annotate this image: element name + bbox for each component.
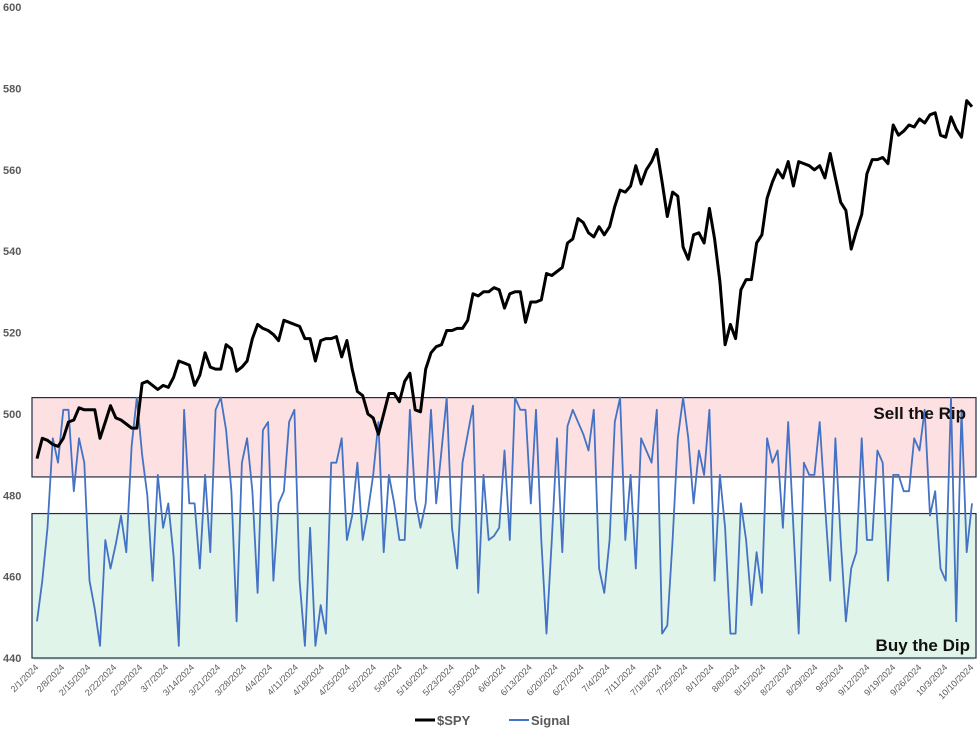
y-tick-label: 460 (3, 572, 21, 584)
y-tick-label: 520 (3, 328, 21, 340)
legend-label-spy: $SPY (437, 713, 471, 728)
y-tick-label: 540 (3, 246, 21, 258)
zone-bands (31, 397, 977, 660)
signal-line (36, 396, 973, 647)
y-tick-label: 600 (3, 2, 21, 14)
plot-lines (35, 99, 974, 647)
y-axis: 440 460 480 500 520 540 560 580 600 (3, 2, 21, 665)
spy-line (35, 99, 974, 459)
y-tick-label: 480 (3, 490, 21, 502)
x-axis: 2/1/20242/8/20242/15/20242/22/20242/29/2… (9, 662, 976, 701)
y-tick-label: 580 (3, 83, 21, 95)
legend: $SPY Signal (415, 713, 570, 728)
y-tick-label: 560 (3, 165, 21, 177)
y-tick-label: 440 (3, 653, 21, 665)
buy-the-dip-label: Buy the Dip (876, 636, 970, 655)
sell-the-rip-label: Sell the Rip (873, 404, 966, 423)
buy-zone-band (31, 512, 977, 659)
y-tick-label: 500 (3, 409, 21, 421)
legend-label-signal: Signal (531, 713, 570, 728)
